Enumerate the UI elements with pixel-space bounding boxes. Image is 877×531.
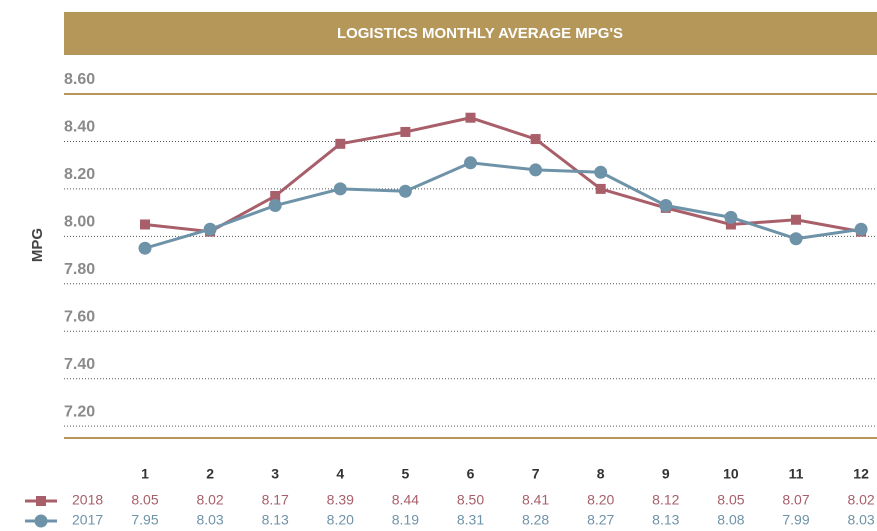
value-label: 8.12 — [652, 492, 679, 508]
marker — [530, 134, 541, 145]
marker — [398, 184, 412, 198]
value-label: 8.27 — [587, 512, 614, 528]
value-label: 8.39 — [327, 492, 354, 508]
value-label: 8.44 — [392, 492, 419, 508]
marker — [268, 199, 282, 213]
marker — [791, 214, 801, 225]
value-label: 7.99 — [782, 512, 809, 528]
marker — [140, 219, 150, 230]
marker — [335, 138, 346, 149]
marker — [138, 241, 152, 255]
value-label: 8.02 — [847, 492, 874, 508]
value-label: 8.03 — [847, 512, 874, 528]
x-tick-label: 5 — [402, 466, 410, 482]
x-tick-label: 3 — [271, 466, 279, 482]
x-tick-label: 8 — [597, 466, 605, 482]
value-label: 8.03 — [196, 512, 223, 528]
marker — [203, 222, 217, 236]
y-tick-label: 7.80 — [64, 261, 95, 278]
series-line — [144, 161, 862, 250]
marker — [529, 163, 543, 177]
marker — [724, 210, 738, 224]
legend-label: 2017 — [72, 512, 103, 528]
marker — [594, 165, 608, 179]
y-tick-label: 8.20 — [64, 166, 95, 183]
legend-label: 2018 — [72, 492, 103, 508]
value-label: 8.28 — [522, 512, 549, 528]
x-tick-label: 6 — [467, 466, 475, 482]
value-label: 8.20 — [587, 492, 614, 508]
marker — [464, 156, 477, 170]
value-label: 8.13 — [652, 512, 679, 528]
series-line — [144, 116, 862, 234]
value-label: 8.50 — [457, 492, 484, 508]
value-label: 7.95 — [131, 512, 158, 528]
x-tick-label: 2 — [206, 466, 214, 482]
marker — [725, 219, 736, 230]
value-label: 8.07 — [782, 492, 809, 508]
legend-marker — [34, 514, 48, 528]
x-tick-label: 9 — [662, 466, 670, 482]
x-tick-label: 10 — [723, 466, 739, 482]
marker — [854, 222, 868, 236]
value-label: 8.02 — [196, 492, 223, 508]
value-label: 8.08 — [717, 512, 744, 528]
marker — [270, 191, 281, 202]
chart-title: LOGISTICS MONTHLY AVERAGE MPG'S — [337, 25, 623, 42]
y-tick-label: 7.40 — [64, 356, 95, 373]
value-label: 8.41 — [522, 492, 549, 508]
title-banner — [64, 12, 877, 55]
marker — [789, 232, 803, 246]
value-label: 8.17 — [262, 492, 289, 508]
y-tick-label: 7.20 — [64, 403, 95, 420]
y-tick-label: 8.40 — [64, 119, 95, 136]
y-axis-label: MPG — [29, 228, 46, 262]
x-tick-label: 1 — [141, 466, 149, 482]
marker — [333, 182, 347, 196]
x-tick-label: 7 — [532, 466, 540, 482]
value-label: 8.19 — [392, 512, 419, 528]
value-label: 8.13 — [262, 512, 289, 528]
marker — [400, 126, 411, 137]
value-label: 8.20 — [327, 512, 354, 528]
value-label: 8.05 — [717, 492, 744, 508]
y-tick-label: 8.00 — [64, 214, 95, 231]
marker — [595, 183, 606, 194]
value-label: 8.31 — [457, 512, 484, 528]
x-tick-label: 12 — [853, 466, 869, 482]
value-label: 8.05 — [131, 492, 158, 508]
marker — [465, 112, 476, 123]
x-tick-label: 11 — [789, 466, 804, 482]
legend-marker — [36, 496, 46, 506]
y-tick-label: 7.60 — [64, 308, 95, 325]
x-tick-label: 4 — [336, 466, 344, 482]
marker — [659, 199, 673, 213]
y-tick-label: 8.60 — [64, 71, 95, 88]
